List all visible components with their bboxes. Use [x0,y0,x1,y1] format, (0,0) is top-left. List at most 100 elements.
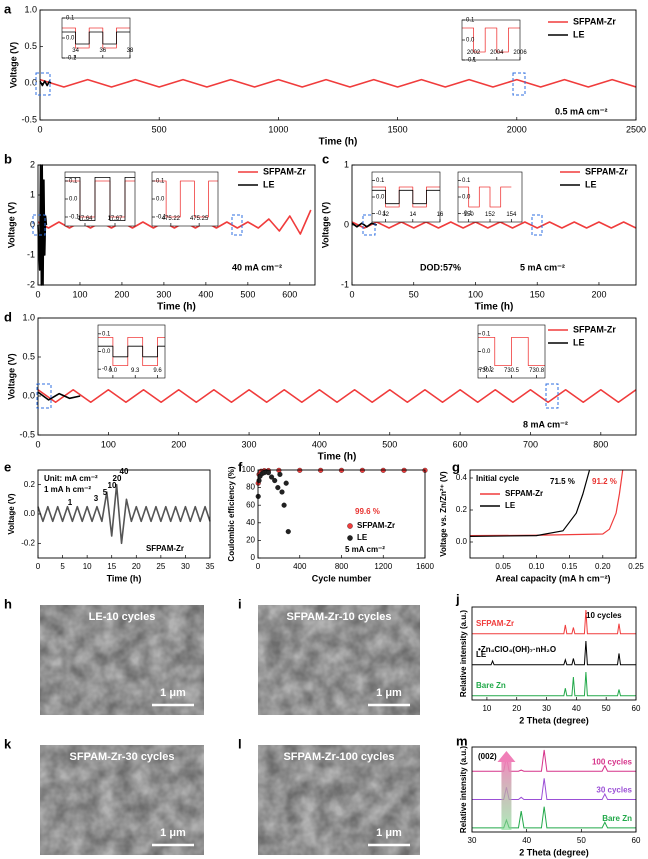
y-tick-label: -0.2 [21,538,35,547]
x-tick-label: 2500 [626,124,646,134]
voltage-curve [351,222,377,228]
legend-label: LE [263,179,275,189]
panel-label: m [456,733,468,748]
x-axis-label: Cycle number [312,573,372,583]
scale-label: 1 μm [376,827,402,839]
legend-label: LE [357,533,368,542]
panel-label: k [4,736,12,751]
y-axis-label: Voltage vs. Zn/Zn²⁺ (V) [439,471,448,557]
scale-label: 1 μm [376,687,402,699]
x-tick-label: 20 [512,704,521,713]
x-axis-label: Time (h) [107,573,142,583]
y-tick-label: 0.2 [24,480,36,489]
plot-background [472,607,636,700]
x-tick-label: 36 [99,48,106,54]
annotation: 99.6 % [355,507,380,516]
zoom-region [362,214,376,236]
x-tick-label: 0 [349,289,354,299]
x-tick-label: 16 [437,212,444,218]
x-tick-label: 600 [453,439,468,449]
series-label: Bare Zn [602,814,632,823]
plot-background [470,470,636,558]
data-point [277,471,283,477]
plot-frame [471,746,637,833]
sem-image-texture [258,605,420,715]
x-tick-label: 730.8 [529,368,545,374]
x-tick-label: 475.22 [162,216,181,222]
zoom-region [32,214,46,236]
x-tick-label: 700 [523,439,538,449]
voltage-curve [62,31,130,45]
x-tick-label: 0.25 [628,562,644,571]
y-tick-label: -0.1 [376,211,387,217]
plot-background [258,470,425,558]
y-tick-label: 0.1 [466,18,475,24]
y-axis-label: Voltage (V) [6,202,16,248]
voltage-curve [98,345,165,358]
x-tick-label: 154 [506,212,517,218]
x-tick-label: 0 [37,124,42,134]
zoom-region [531,214,543,236]
y-axis-label: Coulombic efficiency (%) [227,466,236,561]
x-tick-label: 0 [35,439,40,449]
image-label: SFPAM-Zr-10 cycles [287,611,392,623]
y-axis-label: Voltage (V) [320,202,330,248]
x-tick-label: 800 [593,439,608,449]
y-tick-label: 0.5 [24,41,37,51]
legend-marker [347,523,353,529]
y-tick-label: 1 [30,189,35,199]
x-tick-label: 0 [256,562,261,571]
y-tick-label: 0.1 [376,178,385,184]
y-tick-label: -0.1 [102,367,113,373]
sem-image-texture [258,745,420,855]
legend-label: SFPAM-Zr [573,324,616,334]
x-tick-label: 475.25 [190,216,209,222]
x-tick-label: 1000 [268,124,288,134]
zoom-region [35,72,51,96]
image-label: LE-10 cycles [89,611,156,623]
annotation: •Zn₄ClO₄(OH)₇·nH₂O [478,645,556,654]
y-tick-label: -0.1 [466,58,477,64]
x-tick-label: 400 [312,439,327,449]
voltage-curve [462,27,520,53]
y-axis-label: Relative intensity (a.u.) [459,746,468,833]
voltage-curve [37,388,637,404]
y-tick-label: 0.0 [24,78,37,88]
annotation: 5 mA cm⁻² [345,545,385,554]
y-tick-label: -1 [341,279,349,289]
annotation: 1 [68,498,73,507]
y-tick-label: 80 [246,483,255,492]
y-tick-label: 0.0 [462,195,471,201]
annotation: (002) [478,752,497,761]
voltage-curve [469,469,591,537]
data-point [283,480,289,486]
series-label: SFPAM-Zr [476,619,514,628]
y-tick-label: 0.0 [456,537,468,546]
plot-frame [37,317,637,436]
data-point [272,478,278,484]
annotation: 8 mA cm⁻² [523,419,568,429]
data-point [285,529,291,535]
legend-label: SFPAM-Zr [585,166,628,176]
x-tick-label: 600 [282,289,297,299]
x-tick-label: 1600 [416,562,434,571]
legend-label: SFPAM-Zr [505,489,543,498]
x-tick-label: 150 [530,289,545,299]
x-tick-label: 5 [60,562,65,571]
x-tick-label: 500 [152,124,167,134]
x-tick-label: 300 [156,289,171,299]
series-label: 30 cycles [596,786,632,795]
x-tick-label: 10 [482,704,491,713]
panel-label: l [238,736,242,751]
y-tick-label: 0.0 [24,509,36,518]
y-tick-label: 60 [246,500,255,509]
y-tick-label: 0 [344,219,349,229]
x-tick-label: 1500 [388,124,408,134]
x-tick-label: 200 [591,289,606,299]
image-label: SFPAM-Zr-100 cycles [283,751,394,763]
y-tick-label: 0.1 [69,179,78,185]
x-tick-label: 200 [114,289,129,299]
x-tick-label: 40 [572,704,581,713]
y-tick-label: 0 [30,219,35,229]
x-tick-label: 50 [409,289,419,299]
